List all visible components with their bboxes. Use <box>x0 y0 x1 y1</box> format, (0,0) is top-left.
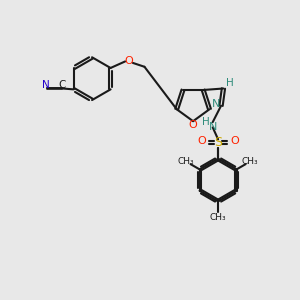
Text: CH₃: CH₃ <box>178 157 194 166</box>
Text: O: O <box>124 56 134 66</box>
Text: O: O <box>230 136 239 146</box>
Text: O: O <box>197 136 206 146</box>
Text: N: N <box>208 122 217 131</box>
Text: N: N <box>212 99 220 109</box>
Text: H: H <box>226 78 234 88</box>
Text: N: N <box>42 80 50 90</box>
Text: H: H <box>202 117 210 127</box>
Text: CH₃: CH₃ <box>242 157 259 166</box>
Text: S: S <box>214 136 222 149</box>
Text: O: O <box>188 120 197 130</box>
Text: C: C <box>58 80 66 90</box>
Text: CH₃: CH₃ <box>210 213 226 222</box>
